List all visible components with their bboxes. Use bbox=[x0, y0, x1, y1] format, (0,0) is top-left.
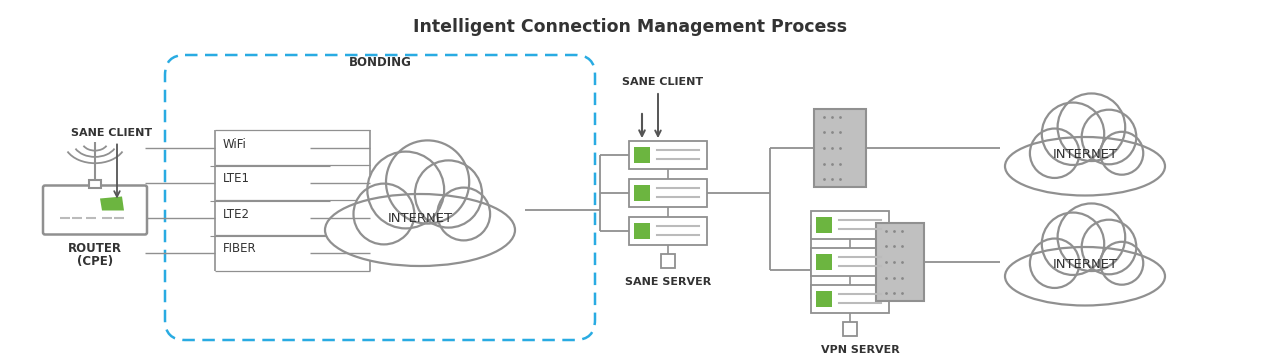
FancyBboxPatch shape bbox=[812, 211, 890, 239]
Text: FIBER: FIBER bbox=[223, 242, 256, 256]
Circle shape bbox=[1042, 213, 1105, 275]
Text: LTE2: LTE2 bbox=[223, 207, 250, 221]
FancyBboxPatch shape bbox=[90, 179, 101, 187]
Ellipse shape bbox=[325, 194, 515, 266]
Circle shape bbox=[1057, 203, 1125, 271]
Circle shape bbox=[1042, 103, 1105, 165]
Circle shape bbox=[1082, 220, 1137, 274]
Circle shape bbox=[1101, 242, 1143, 285]
Text: SANE SERVER: SANE SERVER bbox=[625, 277, 712, 287]
Circle shape bbox=[387, 141, 470, 223]
FancyBboxPatch shape bbox=[812, 248, 890, 276]
FancyBboxPatch shape bbox=[628, 141, 707, 169]
FancyBboxPatch shape bbox=[876, 223, 924, 301]
FancyBboxPatch shape bbox=[634, 147, 650, 163]
Circle shape bbox=[438, 187, 490, 240]
Text: INTERNET: INTERNET bbox=[1052, 149, 1117, 162]
Text: ROUTER: ROUTER bbox=[68, 242, 122, 256]
FancyBboxPatch shape bbox=[634, 185, 650, 201]
Circle shape bbox=[1082, 110, 1137, 164]
FancyBboxPatch shape bbox=[628, 217, 707, 245]
Circle shape bbox=[353, 183, 415, 244]
Circle shape bbox=[1030, 128, 1079, 178]
Circle shape bbox=[1101, 132, 1143, 175]
FancyBboxPatch shape bbox=[817, 254, 832, 270]
FancyBboxPatch shape bbox=[817, 217, 832, 233]
Ellipse shape bbox=[1005, 247, 1165, 305]
FancyBboxPatch shape bbox=[660, 254, 675, 268]
Text: Intelligent Connection Management Process: Intelligent Connection Management Proces… bbox=[413, 18, 847, 36]
FancyBboxPatch shape bbox=[817, 291, 832, 307]
FancyBboxPatch shape bbox=[634, 223, 650, 239]
Circle shape bbox=[367, 151, 444, 228]
Text: SANE CLIENT: SANE CLIENT bbox=[622, 77, 704, 87]
Text: SANE CLIENT: SANE CLIENT bbox=[72, 127, 152, 138]
FancyBboxPatch shape bbox=[44, 186, 147, 234]
Text: (CPE): (CPE) bbox=[77, 254, 113, 268]
Circle shape bbox=[1057, 94, 1125, 161]
Text: INTERNET: INTERNET bbox=[1052, 258, 1117, 272]
FancyBboxPatch shape bbox=[814, 109, 867, 187]
Ellipse shape bbox=[1005, 137, 1165, 195]
FancyBboxPatch shape bbox=[628, 179, 707, 207]
Text: BONDING: BONDING bbox=[348, 56, 411, 69]
Circle shape bbox=[1030, 238, 1079, 288]
Polygon shape bbox=[100, 197, 124, 210]
Text: VPN SERVER: VPN SERVER bbox=[820, 345, 900, 355]
Circle shape bbox=[415, 161, 483, 228]
FancyBboxPatch shape bbox=[812, 285, 890, 313]
FancyBboxPatch shape bbox=[844, 322, 858, 336]
Text: LTE1: LTE1 bbox=[223, 173, 250, 186]
Text: INTERNET: INTERNET bbox=[388, 211, 453, 225]
Text: WiFi: WiFi bbox=[223, 138, 247, 150]
